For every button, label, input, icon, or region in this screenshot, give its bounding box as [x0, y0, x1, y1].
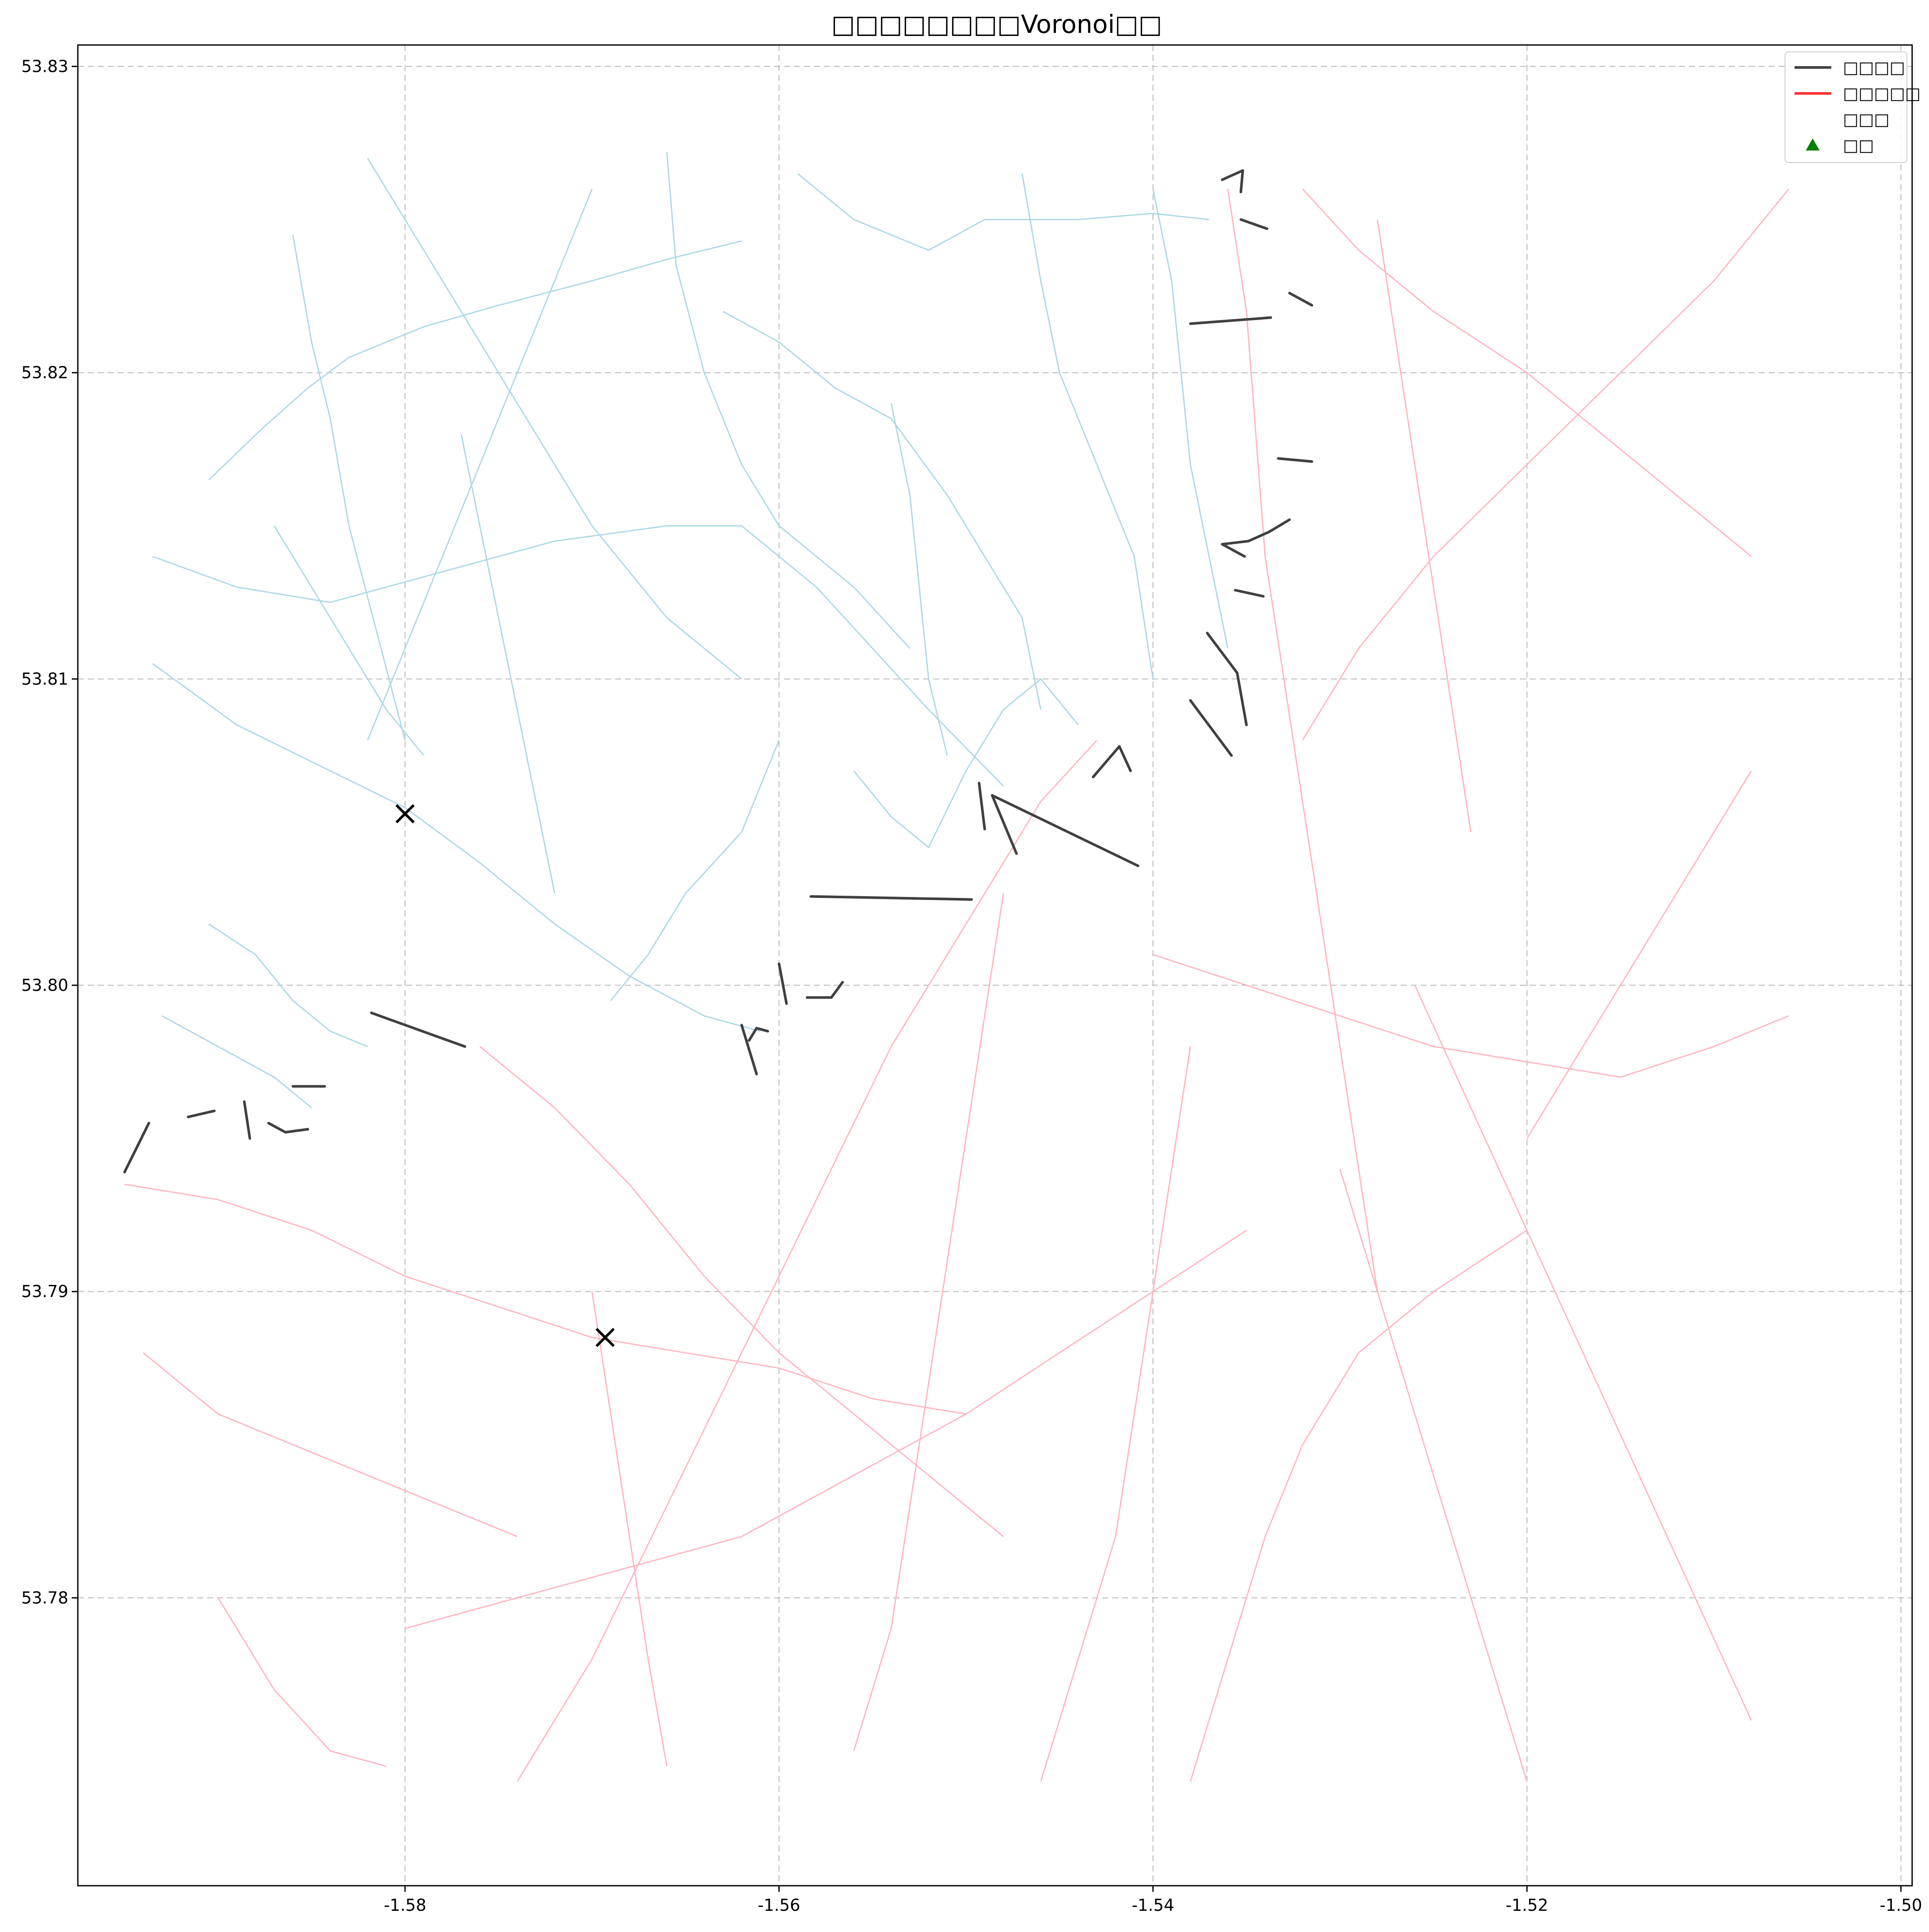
segment-20	[1221, 169, 1244, 193]
y-tick-label-3: 53.81	[21, 670, 68, 689]
x-tick-label-2: -1.54	[1132, 1896, 1174, 1915]
segment-9	[978, 782, 986, 830]
road-south_east-15	[591, 1291, 668, 1767]
y-tick-label-2: 53.80	[21, 976, 68, 995]
road-south_east-12	[143, 1352, 518, 1538]
segment-10	[1092, 745, 1132, 779]
segment-15	[1221, 543, 1246, 558]
road-north_west-13	[853, 678, 1079, 848]
road-network	[124, 152, 1789, 1782]
road-north_west-7	[1021, 173, 1154, 679]
x-tick-label-3: -1.52	[1506, 1896, 1548, 1915]
road-north_west-0	[208, 240, 742, 481]
y-tick-label-0: 53.78	[21, 1588, 68, 1607]
segment-11	[1189, 699, 1233, 757]
segment-5	[370, 1011, 467, 1048]
plot-frame	[77, 44, 1913, 1887]
segment-13	[1236, 671, 1248, 727]
road-south_east-7	[1302, 188, 1752, 557]
road-south_east-4	[1227, 189, 1378, 1292]
road-north_west-3	[152, 525, 1004, 787]
road-south_east-3	[405, 1230, 1247, 1629]
legend: □□□□□□□□□□□□□□	[1785, 51, 1921, 163]
road-south_east-9	[1040, 1046, 1191, 1782]
segment-3	[243, 1100, 251, 1140]
segment-23	[830, 980, 844, 999]
x-marker-0	[395, 804, 415, 823]
segment-21	[1239, 218, 1269, 230]
x-tick-label-4: -1.50	[1880, 1896, 1922, 1915]
segment-14	[1234, 589, 1265, 598]
road-north_west-2	[152, 663, 761, 1032]
segment-4	[187, 1109, 216, 1118]
chart-title: □□□□□□□□Voronoi□□	[831, 10, 1162, 39]
legend-label: □□□□	[1843, 58, 1905, 77]
road-south_east-11	[1190, 1230, 1528, 1782]
x-tick-label-0: -1.58	[384, 1896, 426, 1915]
legend-item-2: □□□	[1843, 110, 1890, 129]
segment-16	[1221, 518, 1291, 546]
road-south_east-17	[218, 1597, 387, 1767]
road-south_east-0	[124, 1183, 966, 1415]
road-north_west-1	[292, 234, 406, 740]
segment-18	[1288, 292, 1313, 307]
road-south_east-13	[1339, 1169, 1528, 1782]
legend-item-0: □□□□	[1795, 58, 1905, 77]
legend-label: □□□	[1843, 110, 1890, 129]
segment-25	[740, 1024, 758, 1076]
legend-item-1: □□□□□	[1795, 84, 1921, 103]
road-north_west-17	[890, 403, 948, 756]
x-marker-stroke-b	[595, 1328, 615, 1347]
segment-12	[1206, 631, 1238, 674]
road-north_west-6	[797, 173, 1209, 251]
segment-2	[267, 1121, 309, 1134]
segment-19	[1277, 457, 1313, 463]
road-south_east-10	[853, 893, 1004, 1751]
road-north_west-8	[1152, 189, 1228, 649]
legend-label: □□	[1843, 136, 1874, 155]
legend-label: □□□□□	[1843, 84, 1921, 103]
legend-box	[1785, 51, 1907, 163]
segment-7	[991, 794, 1139, 867]
road-north_west-11	[208, 923, 368, 1048]
segment-24	[777, 962, 788, 1005]
segment-8	[991, 794, 1018, 855]
road-north_west-9	[610, 740, 780, 1001]
markers	[395, 804, 615, 1347]
legend-item-3: □□	[1806, 136, 1874, 155]
road-north_west-5	[666, 152, 911, 649]
road-north_west-15	[461, 434, 556, 894]
road-north_west-4	[367, 158, 742, 680]
road-north_west-16	[273, 525, 425, 756]
road-south_east-16	[1376, 219, 1472, 833]
segment-26	[748, 1027, 769, 1042]
highlighted-segments	[123, 169, 1313, 1173]
legend-triangle-swatch	[1806, 138, 1820, 151]
road-south_east-6	[1302, 188, 1789, 741]
road-south_east-2	[516, 740, 1097, 1782]
road-north_west-12	[161, 1015, 312, 1109]
y-tick-label-4: 53.82	[21, 363, 68, 382]
road-south_east-14	[1526, 770, 1752, 1139]
road-north_west-10	[367, 189, 593, 741]
y-tick-label-1: 53.79	[21, 1282, 68, 1301]
segment-6	[809, 895, 973, 901]
road-south_east-5	[1152, 954, 1789, 1078]
road-north_west-14	[723, 311, 1042, 710]
x-marker-stroke-b	[395, 804, 415, 823]
y-tick-label-5: 53.83	[21, 57, 68, 76]
x-tick-label-1: -1.56	[758, 1896, 800, 1915]
x-marker-1	[595, 1328, 615, 1347]
segment-0	[123, 1121, 150, 1173]
segment-17	[1189, 316, 1272, 325]
axis-ticks: -1.58 -1.56 -1.54 -1.52 -1.50 53.78 53.79 53.80…	[21, 57, 1922, 1915]
road-south_east-8	[1414, 985, 1752, 1721]
